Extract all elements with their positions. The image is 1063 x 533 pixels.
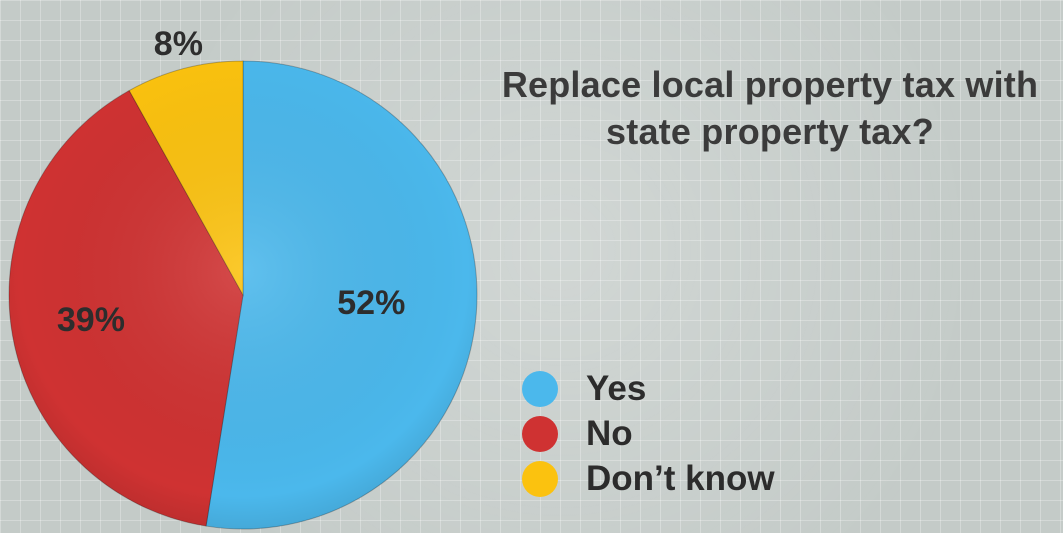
data-label-dont-know: 8% (154, 25, 203, 63)
legend: Yes No Don’t know (522, 366, 775, 501)
legend-label-no: No (586, 413, 633, 453)
legend-label-dont-know: Don’t know (586, 458, 775, 498)
legend-item-dont-know: Don’t know (522, 456, 775, 501)
pie-shading (9, 61, 477, 529)
legend-swatch-no (522, 415, 558, 452)
data-label-no: 39% (57, 301, 125, 339)
legend-item-yes: Yes (522, 366, 775, 411)
chart-title: Replace local property tax with state pr… (501, 64, 1039, 152)
data-label-yes: 52% (337, 284, 405, 322)
legend-swatch-dont-know (522, 460, 558, 497)
legend-swatch-yes (522, 370, 558, 407)
legend-label-yes: Yes (586, 368, 647, 408)
legend-item-no: No (522, 411, 775, 456)
